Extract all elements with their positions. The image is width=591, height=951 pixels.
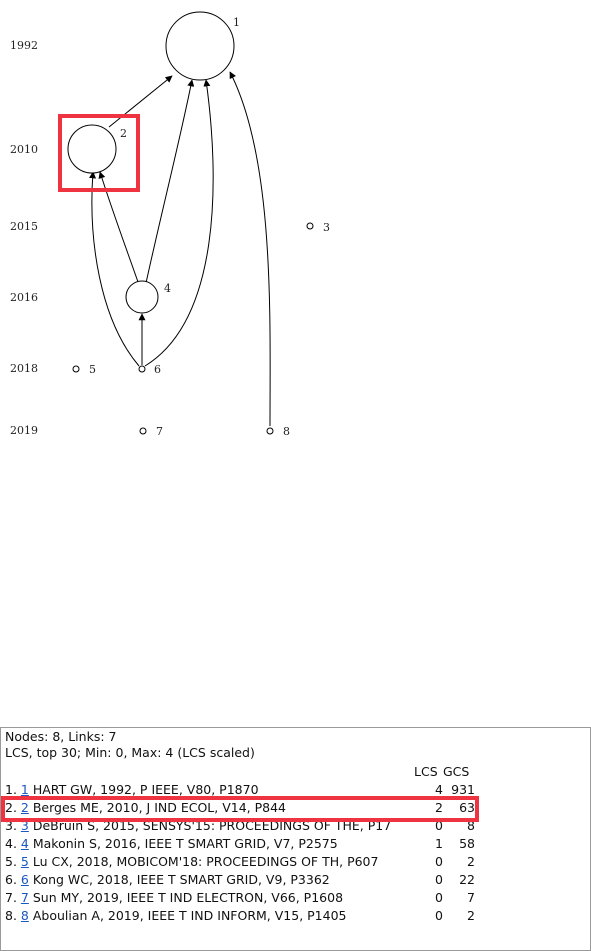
record-rank: 2. [5,800,21,815]
subtitle-text: LCS, top 30; Min: 0, Max: 4 (LCS scaled) [5,745,255,760]
record-link-8[interactable]: 8 [20,908,29,923]
record-text: Lu CX, 2018, MOBICOM'18: PROCEEDINGS OF … [32,854,379,869]
record-rank: 1. [5,782,21,797]
record-row-1: 1. 1 HART GW, 1992, P IEEE, V80, P1870 4… [5,782,475,799]
link-2-to-1 [108,75,173,128]
year-label-2010: 2010 [10,143,38,156]
record-gcs: 2 [467,908,475,923]
year-label-2018: 2018 [10,362,38,375]
link-8-to-1 [229,71,271,427]
record-link-6[interactable]: 6 [20,872,29,887]
record-lcs: 0 [435,890,443,905]
record-lcs: 2 [435,800,443,815]
record-link-5[interactable]: 5 [20,854,29,869]
node-label-2: 2 [120,127,127,140]
node-label-6: 6 [154,363,161,376]
record-lcs: 1 [435,836,443,851]
record-row-8: 8. 8 Aboulian A, 2019, IEEE T IND INFORM… [5,908,475,925]
record-row-6: 6. 6 Kong WC, 2018, IEEE T SMART GRID, V… [5,872,475,889]
record-gcs: 8 [467,818,475,833]
year-label-1992: 1992 [10,39,38,52]
record-gcs: 22 [459,872,475,887]
node-7[interactable] [139,427,147,435]
record-gcs: 7 [467,890,475,905]
record-link-2[interactable]: 2 [20,800,29,815]
record-text: HART GW, 1992, P IEEE, V80, P1870 [32,782,259,797]
record-text: Sun MY, 2019, IEEE T IND ELECTRON, V66, … [32,890,344,905]
record-rank: 5. [5,854,21,869]
year-label-2016: 2016 [10,291,38,304]
link-4-to-1 [145,79,195,284]
node-5[interactable] [72,365,80,373]
record-gcs: 2 [467,854,475,869]
record-text: Berges ME, 2010, J IND ECOL, V14, P844 [32,800,286,815]
record-lcs: 0 [435,854,443,869]
year-label-2019: 2019 [10,424,38,437]
column-header-lcs: LCS [414,764,438,779]
record-rank: 6. [5,872,21,887]
node-2-highlight [58,114,140,192]
record-gcs: 58 [459,836,475,851]
node-1[interactable] [165,11,235,81]
node-4[interactable] [125,280,159,314]
node-8[interactable] [266,427,274,435]
record-text: Kong WC, 2018, IEEE T SMART GRID, V9, P3… [32,872,330,887]
link-6-to-2 [89,171,140,367]
record-list-panel: Nodes: 8, Links: 7 LCS, top 30; Min: 0, … [0,727,591,951]
record-link-7[interactable]: 7 [20,890,29,905]
node-6[interactable] [138,365,146,373]
node-label-4: 4 [164,282,171,295]
record-link-3[interactable]: 3 [20,818,29,833]
summary-text: Nodes: 8, Links: 7 [5,729,117,744]
record-text: Aboulian A, 2019, IEEE T IND INFORM, V15… [32,908,347,923]
record-gcs: 63 [459,800,475,815]
record-rank: 3. [5,818,21,833]
link-4-to-2 [98,171,139,283]
record-link-4[interactable]: 4 [20,836,29,851]
graph-links [89,71,271,427]
record-link-1[interactable]: 1 [20,782,29,797]
node-label-1: 1 [233,16,240,29]
node-3[interactable] [306,222,314,230]
record-row-7: 7. 7 Sun MY, 2019, IEEE T IND ELECTRON, … [5,890,475,907]
citation-graph: 1992 2010 2015 2016 2018 2019 1 2 3 4 5 … [10,11,330,438]
column-header-gcs: GCS [443,764,470,779]
link-6-to-1 [144,79,214,367]
row-2-highlight [1,796,479,822]
record-row-2: 2. 2 Berges ME, 2010, J IND ECOL, V14, P… [5,800,475,817]
record-lcs: 0 [435,818,443,833]
node-label-3: 3 [323,221,330,234]
node-label-5: 5 [89,363,96,376]
record-rank: 8. [5,908,21,923]
node-2[interactable] [67,124,117,174]
record-row-5: 5. 5 Lu CX, 2018, MOBICOM'18: PROCEEDING… [5,854,475,871]
record-lcs: 4 [435,782,443,797]
record-rank: 4. [5,836,21,851]
record-rank: 7. [5,890,21,905]
record-lcs: 0 [435,872,443,887]
node-label-8: 8 [283,425,290,438]
year-label-2015: 2015 [10,220,38,233]
record-row-4: 4. 4 Makonin S, 2016, IEEE T SMART GRID,… [5,836,475,853]
record-gcs: 931 [451,782,475,797]
record-text: Makonin S, 2016, IEEE T SMART GRID, V7, … [32,836,338,851]
node-label-7: 7 [156,425,163,438]
record-lcs: 0 [435,908,443,923]
